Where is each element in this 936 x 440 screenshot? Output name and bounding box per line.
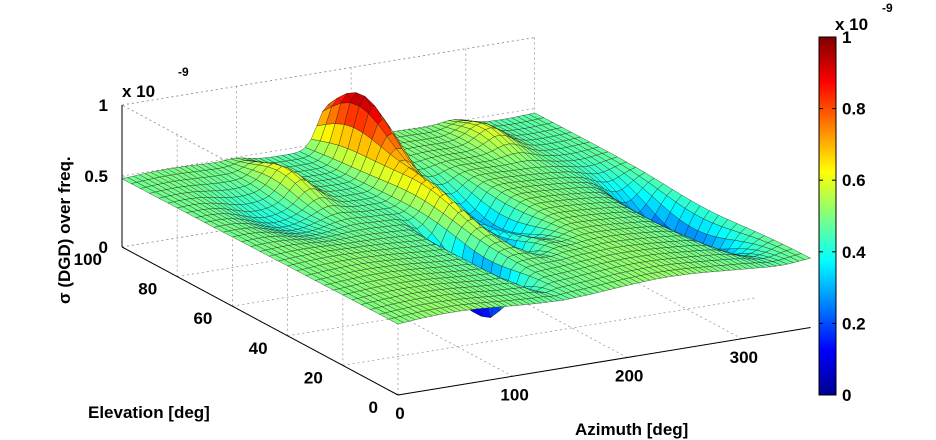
colorbar: 0 0.2 0.4 0.6 0.8 1 x 10 -9 [818, 1, 893, 405]
z-ticks: 00.51 [84, 96, 108, 257]
colorbar-tick-label: 0.4 [842, 243, 866, 262]
axes-front [121, 105, 811, 396]
surface-patch [795, 253, 812, 260]
colorbar-gradient [818, 36, 837, 396]
elevation-tick-label: 0 [369, 398, 378, 417]
z-axis-label: σ (DGD) over freq. [55, 156, 74, 304]
colorbar-exponent-power: -9 [882, 1, 893, 15]
elevation-axis-label: Elevation [deg] [88, 403, 210, 422]
z-tick-label: 1 [99, 96, 108, 115]
colorbar-tick-label: 0.2 [842, 314, 866, 333]
colorbar-tick-label: 1 [842, 28, 851, 47]
colorbar-exponent-base: x 10 [835, 15, 868, 34]
elevation-tick-label: 20 [304, 368, 323, 387]
colorbar-tick-label: 0.8 [842, 100, 866, 119]
azimuth-axis-line [397, 327, 811, 396]
z-exponent-power: -9 [178, 65, 189, 79]
elevation-tick-label: 100 [74, 250, 102, 269]
elevation-tick-label: 40 [249, 339, 268, 358]
z-exponent-base: x 10 [122, 82, 155, 101]
z-tick-label: 0.5 [84, 167, 108, 186]
colorbar-tick-label: 0.6 [842, 171, 866, 190]
azimuth-tick-label: 0 [395, 404, 404, 423]
azimuth-tick-label: 200 [615, 367, 643, 386]
azimuth-tick-label: 300 [730, 348, 758, 367]
z-tick-label: 0 [99, 238, 108, 257]
elevation-tick-label: 60 [193, 309, 212, 328]
colorbar-tick-label: 0 [842, 386, 851, 405]
colorbar-ticks: 0 0.2 0.4 0.6 0.8 1 [819, 28, 866, 405]
azimuth-axis-label: Azimuth [deg] [575, 420, 688, 439]
surface-mesh [121, 92, 812, 325]
elevation-tick-label: 80 [138, 280, 157, 299]
elevation-ticks: 0 20 40 60 80 100 [74, 250, 378, 417]
azimuth-tick-label: 100 [500, 385, 528, 404]
elevation-axis-line [121, 246, 399, 396]
azimuth-ticks: 0 100 200 300 [395, 348, 758, 423]
